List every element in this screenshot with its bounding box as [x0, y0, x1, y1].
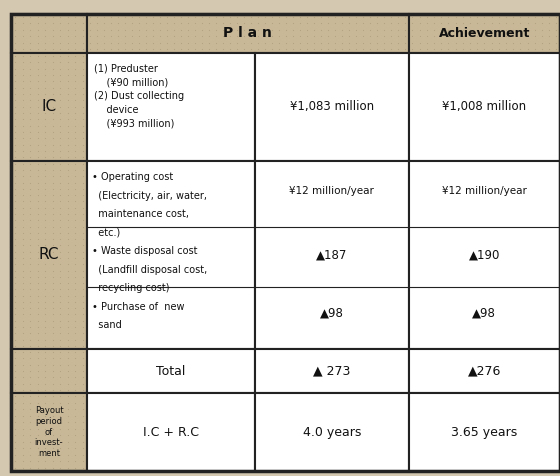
Text: ¥12 million/year: ¥12 million/year [290, 186, 374, 196]
Text: sand: sand [92, 320, 122, 330]
Text: (Landfill disposal cost,: (Landfill disposal cost, [92, 265, 208, 275]
Bar [409, 349, 560, 393]
Text: 4.0 years: 4.0 years [302, 426, 361, 438]
Bar [87, 349, 255, 393]
Text: ▲190: ▲190 [469, 248, 500, 261]
Text: I.C + R.C: I.C + R.C [143, 426, 199, 438]
Text: • Operating cost: • Operating cost [92, 172, 174, 182]
Text: IC: IC [41, 99, 57, 114]
Bar [255, 53, 409, 161]
Text: (1) Preduster
    (¥90 million)
(2) Dust collecting
    device
    (¥993 million: (1) Preduster (¥90 million) (2) Dust col… [94, 64, 184, 128]
Text: Achievement: Achievement [438, 27, 530, 40]
Bar [255, 393, 409, 471]
Text: ¥1,083 million: ¥1,083 million [290, 100, 374, 113]
Bar [11, 393, 87, 471]
Text: (Electricity, air, water,: (Electricity, air, water, [92, 191, 207, 201]
Text: ▲ 273: ▲ 273 [313, 365, 351, 377]
Bar [11, 13, 87, 53]
Bar [11, 53, 87, 161]
Text: ▲276: ▲276 [468, 365, 501, 377]
Bar [409, 393, 560, 471]
Bar [87, 161, 255, 349]
Bar [87, 393, 255, 471]
Bar [11, 161, 87, 349]
Bar [255, 161, 409, 349]
Bar [255, 349, 409, 393]
Text: • Waste disposal cost: • Waste disposal cost [92, 246, 198, 256]
Text: maintenance cost,: maintenance cost, [92, 209, 189, 219]
Text: ▲98: ▲98 [473, 307, 496, 320]
Text: Payout
period
of
invest-
ment: Payout period of invest- ment [35, 406, 63, 458]
Text: P l a n: P l a n [223, 26, 272, 40]
Bar [409, 53, 560, 161]
Text: Total: Total [156, 365, 185, 377]
Bar [409, 13, 560, 53]
Text: ▲187: ▲187 [316, 248, 348, 261]
Text: ¥1,008 million: ¥1,008 million [442, 100, 526, 113]
Bar [87, 53, 255, 161]
Text: ¥12 million/year: ¥12 million/year [442, 186, 527, 196]
Text: ▲98: ▲98 [320, 307, 344, 320]
Bar [87, 13, 409, 53]
Bar [409, 161, 560, 349]
Text: 3.65 years: 3.65 years [451, 426, 517, 438]
Text: etc.): etc.) [92, 228, 120, 238]
Bar [11, 349, 87, 393]
Text: RC: RC [39, 248, 59, 262]
Text: recycling cost): recycling cost) [92, 283, 170, 293]
Text: • Purchase of  new: • Purchase of new [92, 301, 185, 311]
